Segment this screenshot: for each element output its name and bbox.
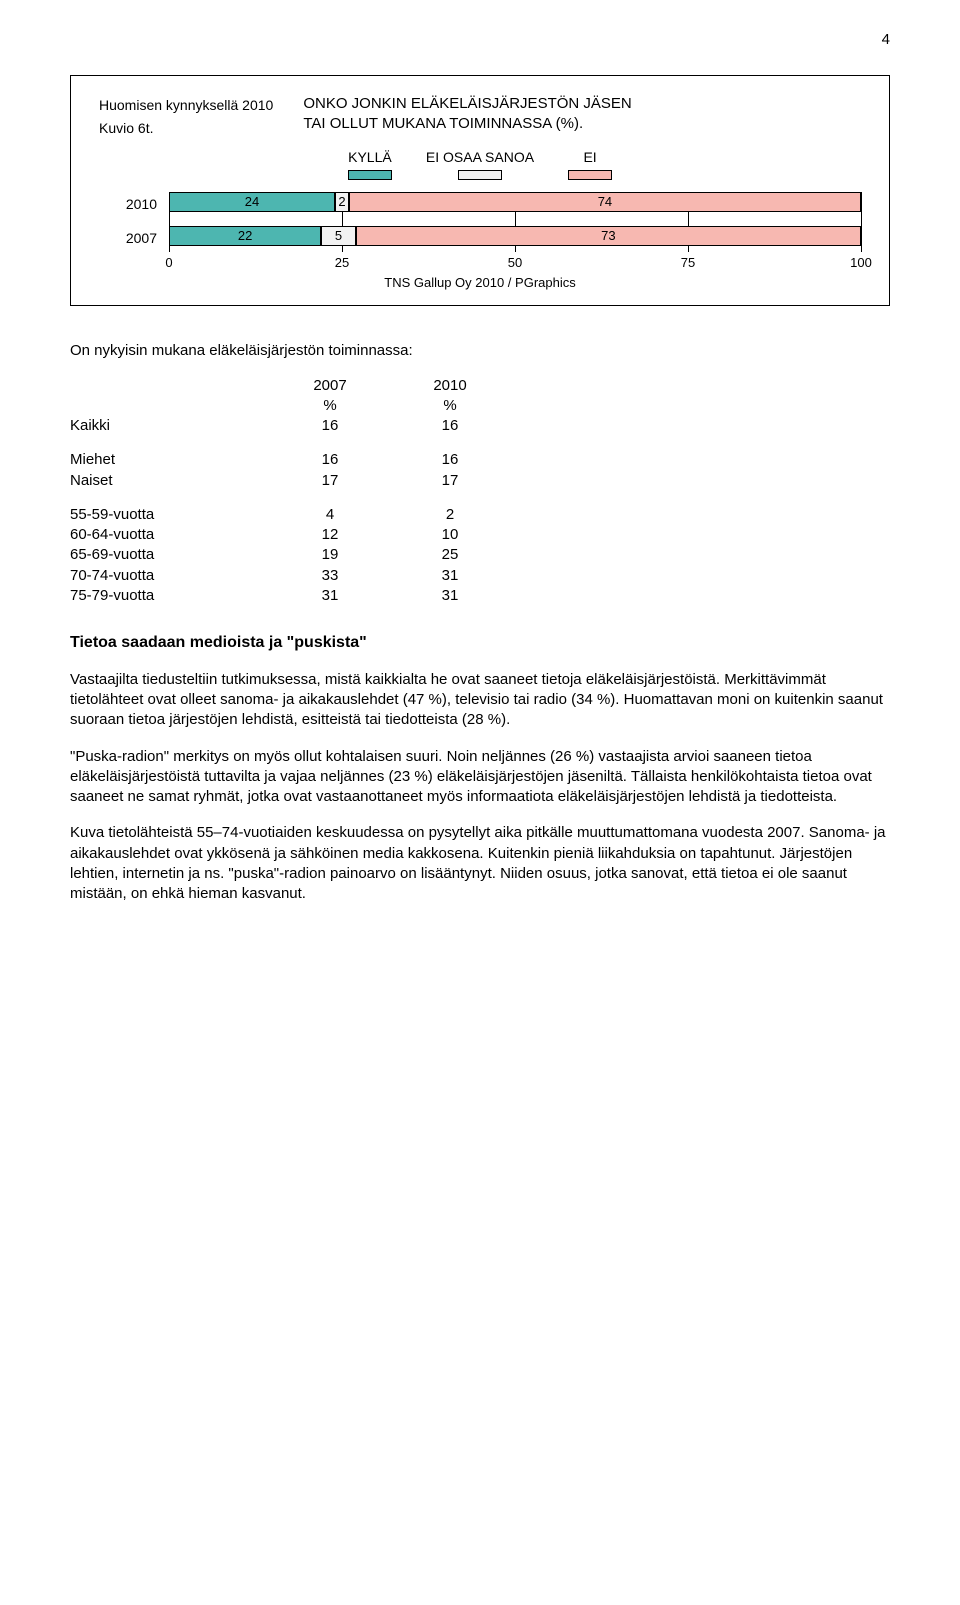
- table-group-spacer: [70, 491, 890, 505]
- bar-row-label: 2010: [99, 194, 157, 214]
- table-head-row: %%: [70, 396, 890, 416]
- chart-bars-area: 20102007 0255075100 2427422573: [99, 192, 861, 270]
- table-row-label: 65-69-vuotta: [70, 545, 270, 565]
- table-group-spacer: [70, 436, 890, 450]
- axis-tick-label: 25: [335, 254, 349, 272]
- gridline: [861, 192, 862, 252]
- legend-swatch: [348, 170, 392, 180]
- table-cell: 33: [270, 566, 390, 586]
- chart-frame: Huomisen kynnyksellä 2010 Kuvio 6t. ONKO…: [70, 75, 890, 306]
- data-table: 20072010%%Kaikki1616Miehet1616Naiset1717…: [70, 376, 890, 607]
- table-cell: 16: [270, 450, 390, 470]
- body-paragraph: Kuva tietolähteistä 55–74-vuotiaiden kes…: [70, 823, 890, 904]
- table-cell: 17: [390, 471, 510, 491]
- table-row-label: Naiset: [70, 471, 270, 491]
- table-cell: 12: [270, 525, 390, 545]
- table-cell: 19: [270, 545, 390, 565]
- bar-segment: 24: [169, 192, 335, 212]
- table-cell: 10: [390, 525, 510, 545]
- legend-label: KYLLÄ: [348, 148, 392, 167]
- table-cell: 16: [390, 416, 510, 436]
- table-cell: %: [390, 396, 510, 416]
- table-cell: 16: [270, 416, 390, 436]
- chart-kuvio-label: Kuvio 6t.: [99, 117, 273, 138]
- table-head-row: 20072010: [70, 376, 890, 396]
- table-row-label: [70, 396, 270, 416]
- body-paragraphs: Vastaajilta tiedusteltiin tutkimuksessa,…: [70, 670, 890, 905]
- bar-segment: 73: [356, 226, 861, 246]
- page-number: 4: [70, 30, 890, 50]
- chart-title-line1: ONKO JONKIN ELÄKELÄISJÄRJESTÖN JÄSEN: [303, 95, 631, 112]
- legend-swatch: [568, 170, 612, 180]
- legend-label: EI OSAA SANOA: [426, 148, 534, 167]
- table-cell: 2010: [390, 376, 510, 396]
- bar-segment: 74: [349, 192, 861, 212]
- table-row-label: 75-79-vuotta: [70, 586, 270, 606]
- bar-segment: 22: [169, 226, 321, 246]
- bar-segment: 5: [321, 226, 356, 246]
- bar-row: 24274: [169, 192, 861, 212]
- table-row-label: 60-64-vuotta: [70, 525, 270, 545]
- chart-context-label: Huomisen kynnyksellä 2010: [99, 94, 273, 115]
- bar-row: 22573: [169, 226, 861, 246]
- table-row-label: Miehet: [70, 450, 270, 470]
- table-cell: 25: [390, 545, 510, 565]
- chart-row-labels: 2010 2007: [99, 192, 169, 270]
- table-row: 55-59-vuotta42: [70, 505, 890, 525]
- table-cell: 31: [270, 586, 390, 606]
- table-row: Kaikki1616: [70, 416, 890, 436]
- table-cell: 2: [390, 505, 510, 525]
- table-cell: 31: [390, 586, 510, 606]
- chart-title: ONKO JONKIN ELÄKELÄISJÄRJESTÖN JÄSEN TAI…: [303, 94, 631, 133]
- legend-item: KYLLÄ: [348, 148, 392, 180]
- axis-tick-label: 75: [681, 254, 695, 272]
- section-title: Tietoa saadaan medioista ja "puskista": [70, 632, 890, 654]
- axis-tick-label: 100: [850, 254, 872, 272]
- chart-footer: TNS Gallup Oy 2010 / PGraphics: [99, 274, 861, 292]
- axis-tick-label: 0: [165, 254, 172, 272]
- chart-legend: KYLLÄ EI OSAA SANOA EI: [99, 148, 861, 180]
- chart-title-line2: TAI OLLUT MUKANA TOIMINNASSA (%).: [303, 115, 583, 132]
- bar-row-label: 2007: [99, 228, 157, 248]
- table-row: 70-74-vuotta3331: [70, 566, 890, 586]
- bar-segment: 2: [335, 192, 349, 212]
- table-row: 65-69-vuotta1925: [70, 545, 890, 565]
- table-row-label: 55-59-vuotta: [70, 505, 270, 525]
- legend-label: EI: [583, 148, 596, 167]
- body-paragraph: "Puska-radion" merkitys on myös ollut ko…: [70, 747, 890, 808]
- table-cell: %: [270, 396, 390, 416]
- chart-axis-labels: 0255075100: [169, 254, 861, 270]
- table-row-label: 70-74-vuotta: [70, 566, 270, 586]
- legend-item: EI: [568, 148, 612, 180]
- axis-tick-label: 50: [508, 254, 522, 272]
- table-cell: 17: [270, 471, 390, 491]
- table-cell: 31: [390, 566, 510, 586]
- body-paragraph: Vastaajilta tiedusteltiin tutkimuksessa,…: [70, 670, 890, 731]
- table-cell: 2007: [270, 376, 390, 396]
- table-row-label: [70, 376, 270, 396]
- table-intro: On nykyisin mukana eläkeläisjärjestön to…: [70, 341, 890, 361]
- chart-plot: 0255075100 2427422573: [169, 192, 861, 270]
- table-row: Miehet1616: [70, 450, 890, 470]
- table-row: 60-64-vuotta1210: [70, 525, 890, 545]
- legend-swatch: [458, 170, 502, 180]
- table-row-label: Kaikki: [70, 416, 270, 436]
- table-row: 75-79-vuotta3131: [70, 586, 890, 606]
- table-cell: 4: [270, 505, 390, 525]
- legend-item: EI OSAA SANOA: [426, 148, 534, 180]
- table-row: Naiset1717: [70, 471, 890, 491]
- table-cell: 16: [390, 450, 510, 470]
